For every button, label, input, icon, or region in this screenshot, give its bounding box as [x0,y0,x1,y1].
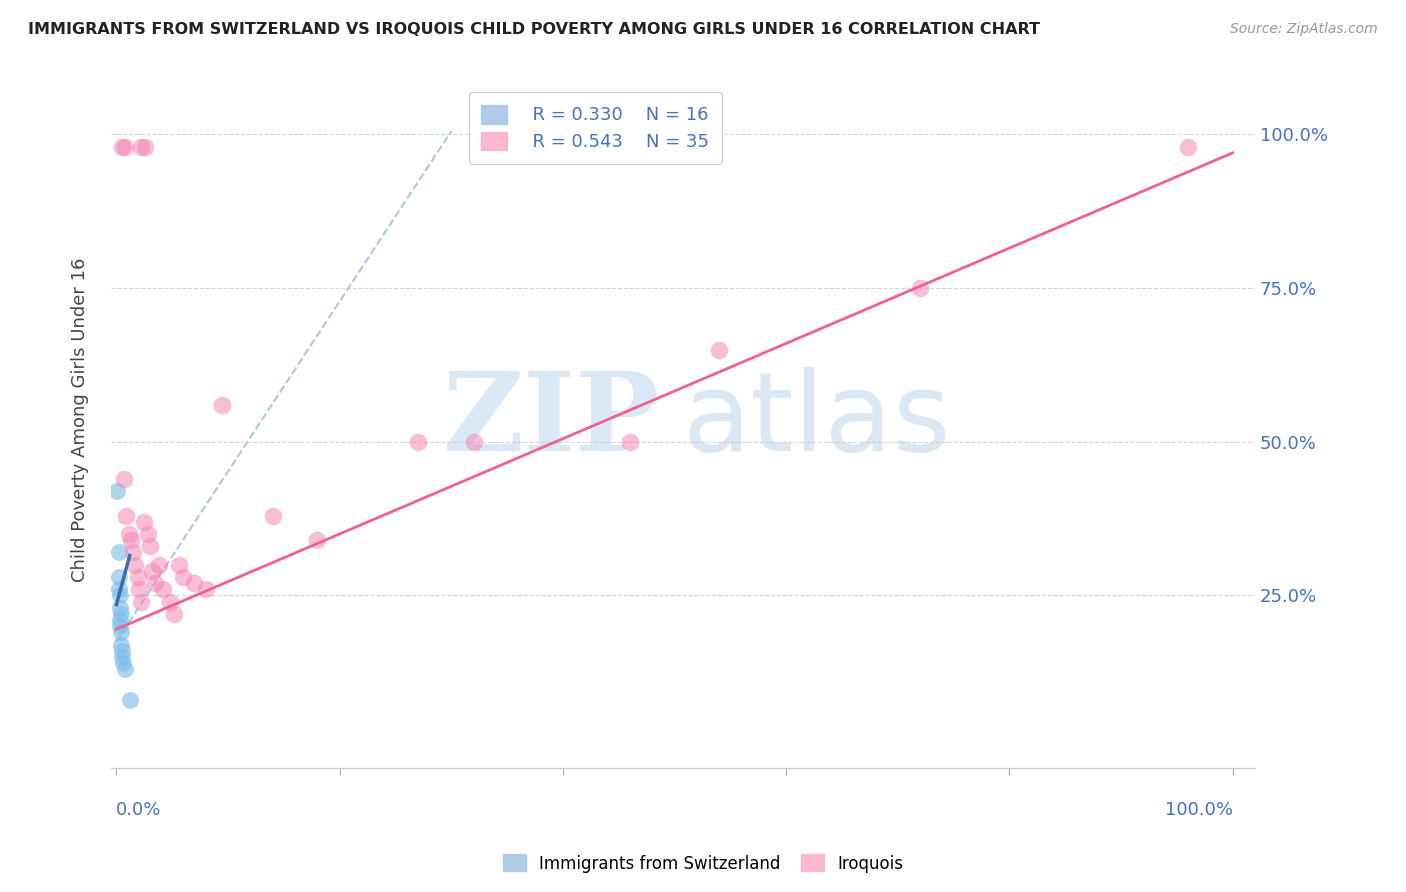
Point [117,527,139,541]
Text: atlas: atlas [683,367,952,474]
Point [108,589,131,603]
Point [211,398,233,412]
Point [108,613,131,627]
Y-axis label: Child Poverty Among Girls Under 16: Child Poverty Among Girls Under 16 [72,258,89,582]
Point [134,140,156,154]
Text: IMMIGRANTS FROM SWITZERLAND VS IROQUOIS CHILD POVERTY AMONG GIRLS UNDER 16 CORRE: IMMIGRANTS FROM SWITZERLAND VS IROQUOIS … [28,22,1040,37]
Point [110,638,132,652]
Point [107,483,129,498]
Text: 0.0%: 0.0% [117,801,162,820]
Point [114,140,136,154]
Point [120,533,142,548]
Point [134,515,156,529]
Point [110,625,132,640]
Text: Source: ZipAtlas.com: Source: ZipAtlas.com [1230,22,1378,37]
Point [172,570,194,584]
Point [707,343,730,357]
Point [262,508,284,523]
Point [118,693,141,707]
Point [107,582,129,597]
Point [1177,140,1199,154]
Point [908,281,931,295]
Point [128,582,150,597]
Point [112,656,135,670]
Legend:   R = 0.330    N = 16,   R = 0.543    N = 35: R = 0.330 N = 16, R = 0.543 N = 35 [468,93,721,163]
Point [108,600,131,615]
Point [108,619,131,633]
Point [139,539,162,553]
Legend: Immigrants from Switzerland, Iroquois: Immigrants from Switzerland, Iroquois [496,847,910,880]
Point [145,576,167,591]
Point [619,434,641,449]
Point [111,644,134,658]
Point [152,582,174,597]
Text: 100.0%: 100.0% [1164,801,1233,820]
Point [163,607,186,621]
Text: ZIP: ZIP [443,367,659,474]
Point [183,576,205,591]
Point [122,545,145,559]
Point [107,570,129,584]
Point [141,564,163,578]
Point [107,545,129,559]
Point [115,508,138,523]
Point [463,434,485,449]
Point [194,582,217,597]
Point [124,558,146,572]
Point [111,140,134,154]
Point [167,558,190,572]
Point [111,649,134,664]
Point [406,434,429,449]
Point [114,662,136,676]
Point [148,558,170,572]
Point [110,607,132,621]
Point [136,527,159,541]
Point [159,594,181,608]
Point [307,533,329,548]
Point [129,140,152,154]
Point [112,472,135,486]
Point [127,570,149,584]
Point [129,594,152,608]
